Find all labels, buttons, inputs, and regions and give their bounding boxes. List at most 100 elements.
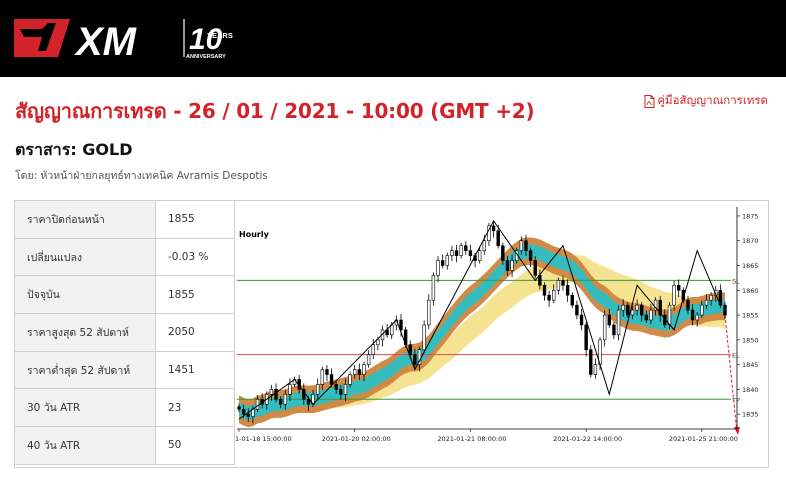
candle-body xyxy=(607,314,611,326)
stats-label: 40 วัน ATR xyxy=(14,426,156,465)
candle-body xyxy=(413,354,417,365)
candle-body xyxy=(695,314,699,321)
candle-body xyxy=(542,285,547,296)
candle-body xyxy=(533,260,537,276)
candle-body xyxy=(630,309,635,316)
candle-body xyxy=(371,344,375,355)
stats-row-current: ปัจจุบัน 1855 xyxy=(14,275,235,315)
candle-body xyxy=(329,374,334,385)
candle-body xyxy=(672,285,676,306)
zigzag-line xyxy=(238,219,721,420)
candle-body xyxy=(519,240,524,251)
candle-body xyxy=(427,299,431,326)
candle-body xyxy=(704,299,709,306)
candle-body xyxy=(626,304,630,316)
candle-body xyxy=(241,408,246,415)
stats-label: ราคาต่ำสุด 52 สัปดาห์ xyxy=(14,350,156,390)
candle-body xyxy=(390,324,394,336)
candle-body xyxy=(408,344,412,355)
candle-body xyxy=(339,389,343,395)
candle-body xyxy=(491,225,496,232)
stats-value: 23 xyxy=(155,388,235,428)
xm-logo[interactable]: XM 10 YEARS ANNIVERSARY xyxy=(14,13,244,63)
candle-body xyxy=(246,413,250,417)
candle-body xyxy=(283,394,287,405)
candle-body xyxy=(649,309,653,321)
signal-guide-label: คู่มือสัญญาณการเทรด xyxy=(657,93,768,107)
stats-value: 1855 xyxy=(155,200,235,239)
y-tick-label: 1860 xyxy=(742,287,759,295)
candle-body xyxy=(612,324,616,336)
level-label-el: EL xyxy=(732,352,740,360)
candle-body xyxy=(343,384,348,395)
timeframe-label: Hourly xyxy=(239,230,270,239)
x-tick-label: 2021-01-21 08:00:00 xyxy=(437,435,506,443)
y-tick-label: 1840 xyxy=(742,386,759,394)
candle-body xyxy=(635,304,639,311)
candle-body xyxy=(237,406,241,410)
candle-body xyxy=(718,289,723,306)
candle-body xyxy=(723,304,727,316)
candle-body xyxy=(366,354,371,365)
candle-body xyxy=(288,384,292,395)
site-header: XM 10 YEARS ANNIVERSARY xyxy=(0,0,786,77)
candle-body xyxy=(306,398,311,405)
candle-body xyxy=(589,349,593,375)
stats-label: เปลี่ยนแปลง xyxy=(14,237,156,277)
level-label-tp: TP xyxy=(731,396,740,404)
page-title: สัญญาณการเทรด - 26 / 01 / 2021 - 10:00 (… xyxy=(15,99,535,123)
candle-body xyxy=(431,275,436,301)
candle-body xyxy=(547,294,551,301)
candle-body xyxy=(278,398,283,405)
candle-body xyxy=(422,324,426,351)
candle-body xyxy=(357,369,362,375)
candle-body xyxy=(621,304,625,311)
candle-body xyxy=(658,299,662,316)
candle-body xyxy=(593,364,598,375)
stats-row-prev-close: ราคาปิดก่อนหน้า 1855 xyxy=(14,200,235,239)
stats-value: 1855 xyxy=(155,275,235,315)
y-tick-label: 1865 xyxy=(742,262,759,270)
candle-body xyxy=(269,389,274,395)
stats-label: ปัจจุบัน xyxy=(14,275,156,315)
candle-body xyxy=(482,240,487,251)
candle-body xyxy=(579,314,584,326)
candle-body xyxy=(505,260,510,271)
candle-body xyxy=(362,364,366,375)
candle-body xyxy=(459,245,463,256)
y-tick-label: 1870 xyxy=(742,237,759,245)
signal-guide-link[interactable]: คู่มือสัญญาณการเทรด xyxy=(644,92,768,110)
candle-body xyxy=(496,230,500,246)
y-tick-label: 1835 xyxy=(742,411,759,419)
x-tick-label: 2021-01-20 02:00:00 xyxy=(322,435,391,443)
candle-body xyxy=(353,369,357,375)
candle-body xyxy=(325,369,329,375)
candle-body xyxy=(320,369,325,385)
stats-row-atr-40: 40 วัน ATR 50 xyxy=(14,426,235,465)
stats-label: 30 วัน ATR xyxy=(14,388,156,428)
candle-body xyxy=(570,294,574,306)
candle-body xyxy=(510,260,514,271)
candle-body xyxy=(445,255,449,266)
chart-background xyxy=(235,201,768,467)
candle-body xyxy=(524,240,528,251)
candle-body xyxy=(477,250,482,261)
stats-label: ราคาสูงสุด 52 สัปดาห์ xyxy=(14,313,156,352)
candle-body xyxy=(561,280,565,286)
candle-body xyxy=(575,304,579,316)
logo-brand-text: XM xyxy=(74,20,138,63)
logo-badge-years: YEARS xyxy=(207,31,233,40)
candle-body xyxy=(376,339,380,346)
stats-row-atr-30: 30 วัน ATR 23 xyxy=(14,388,235,428)
logo-badge-number: 10 xyxy=(189,23,223,56)
y-tick-label: 1875 xyxy=(742,212,759,220)
candle-body xyxy=(399,319,403,331)
stats-value: -0.03 % xyxy=(155,237,235,277)
candle-body xyxy=(700,304,704,316)
level-label-sl: SL xyxy=(732,277,740,285)
stats-value: 50 xyxy=(155,426,235,465)
candle-body xyxy=(556,280,561,291)
stats-table: ราคาปิดก่อนหน้า 1855 เปลี่ยนแปลง -0.03 %… xyxy=(14,200,235,465)
candle-body xyxy=(450,250,454,256)
candle-body xyxy=(334,384,338,390)
